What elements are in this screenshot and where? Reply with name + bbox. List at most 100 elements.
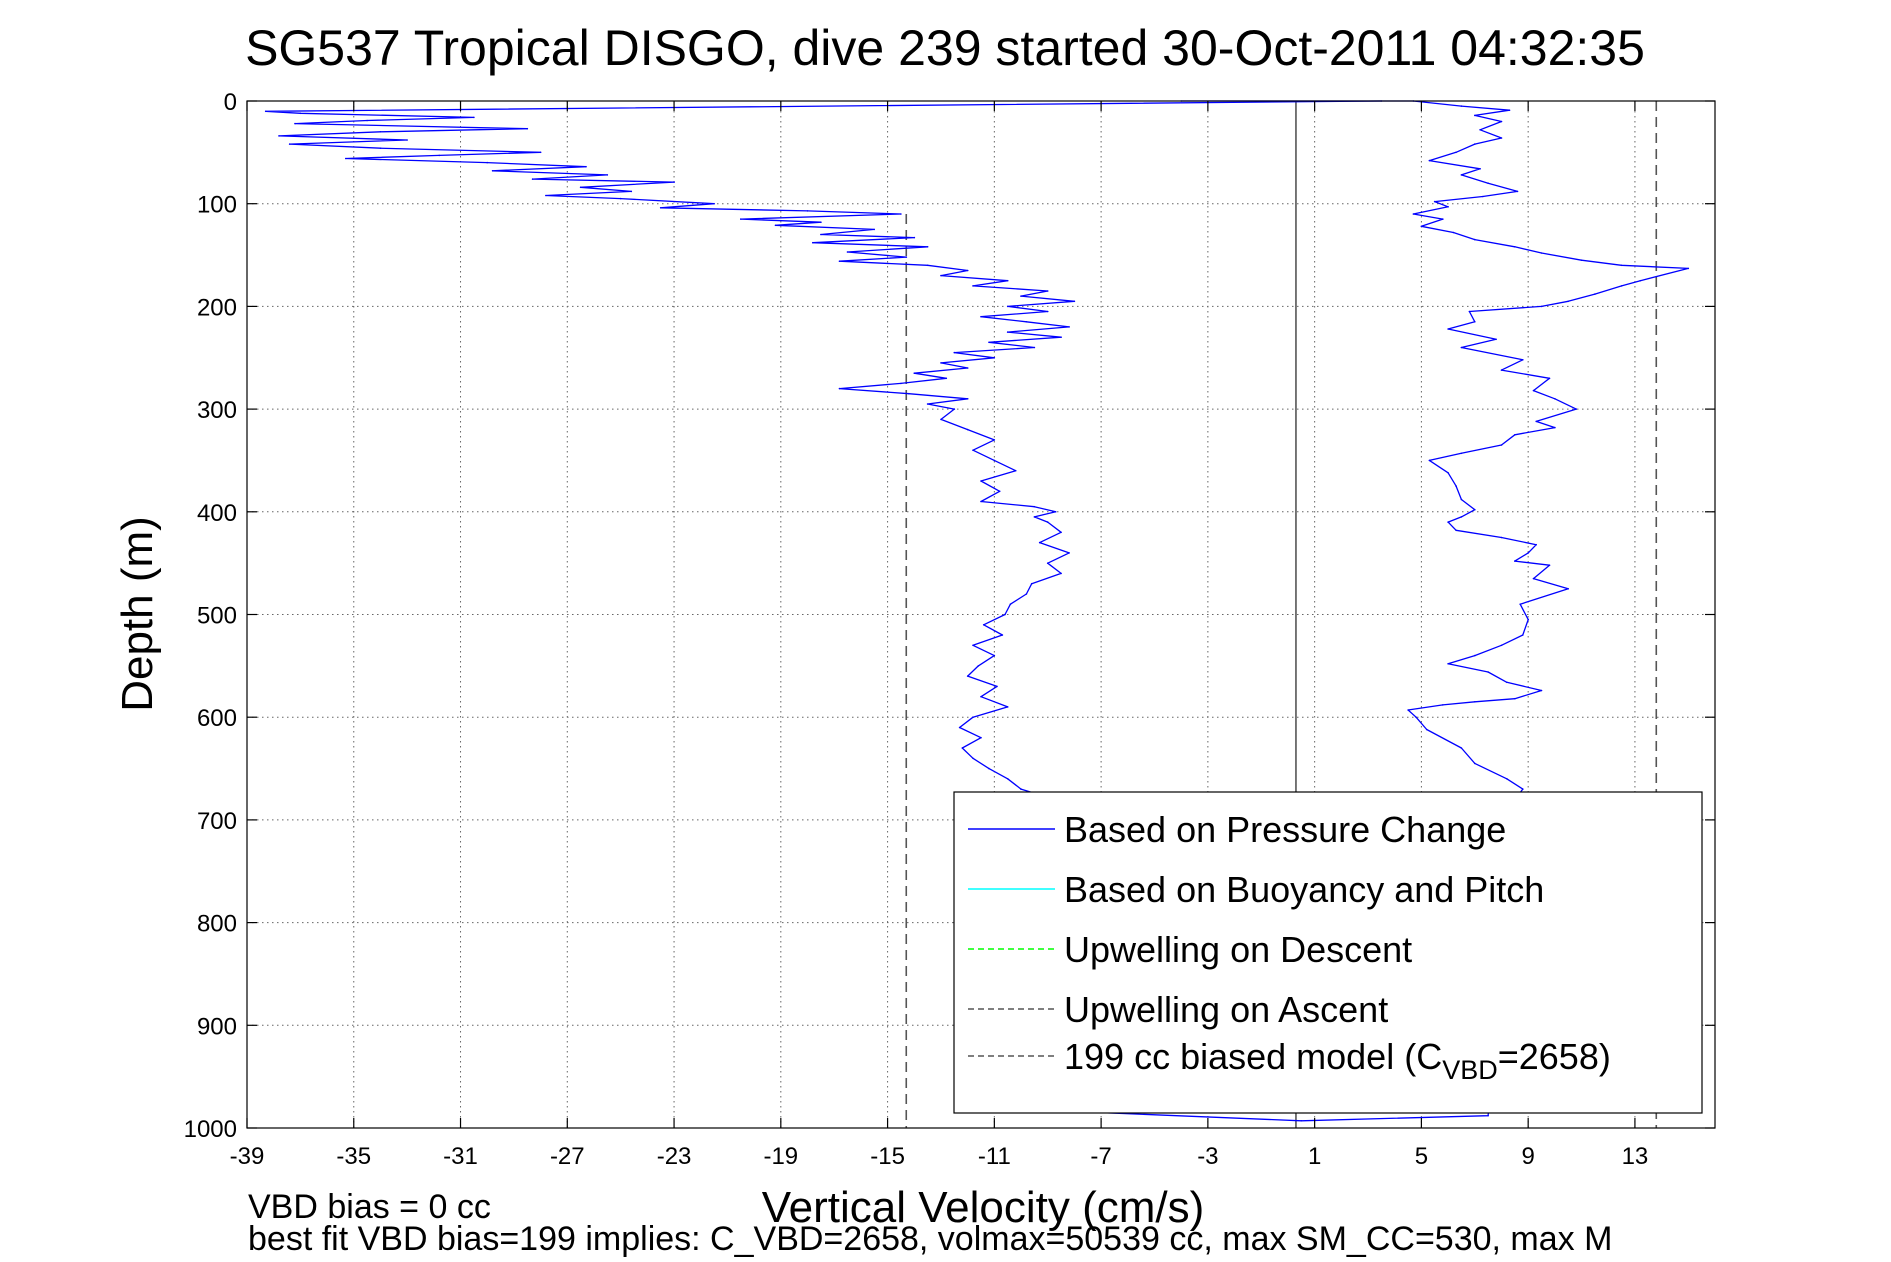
data-point [1460, 498, 1463, 501]
data-point [1001, 634, 1004, 636]
data-point [1500, 644, 1503, 647]
data-point [1455, 151, 1457, 154]
data-point [993, 439, 996, 441]
data-point [473, 116, 475, 119]
data-point [1033, 516, 1036, 518]
data-point [1500, 120, 1503, 123]
data-point [1420, 225, 1423, 228]
chart-title: SG537 Tropical DISGO, dive 239 started 3… [245, 20, 1645, 76]
data-point [740, 218, 742, 220]
x-tick-label: -27 [550, 1143, 585, 1170]
x-tick-label: 13 [1622, 1143, 1649, 1170]
data-point [1620, 285, 1623, 287]
data-point [1474, 508, 1476, 511]
data-point [1500, 369, 1503, 371]
data-point [988, 767, 990, 770]
x-tick-label: 9 [1521, 1143, 1534, 1170]
data-point [1033, 346, 1036, 349]
data-point [1054, 511, 1057, 513]
data-point [1073, 300, 1076, 303]
y-tick-label: 900 [197, 1013, 237, 1040]
y-tick-label: 200 [197, 294, 237, 321]
data-point [1447, 328, 1449, 330]
data-point [900, 382, 902, 385]
data-point [1447, 472, 1449, 474]
data-point [982, 624, 985, 626]
data-point [908, 392, 910, 395]
data-point [1407, 709, 1409, 711]
data-point [913, 372, 916, 375]
data-point [838, 260, 841, 263]
x-tick-label: -7 [1090, 1143, 1111, 1170]
data-point [1460, 174, 1463, 176]
data-point [972, 644, 974, 647]
data-point [1428, 459, 1431, 462]
data-point [659, 207, 662, 209]
data-point [1474, 701, 1476, 703]
data-point [993, 357, 996, 359]
data-point [1479, 168, 1481, 170]
data-point [1519, 603, 1521, 605]
data-point [1594, 293, 1596, 295]
data-point [1006, 305, 1009, 308]
data-point [1474, 238, 1476, 241]
data-point [1046, 310, 1049, 313]
data-point [1025, 593, 1028, 595]
data-point [980, 500, 982, 503]
data-point [1687, 267, 1690, 270]
data-point [1433, 200, 1436, 203]
data-point [1487, 182, 1489, 184]
data-point [980, 315, 982, 318]
data-point [1474, 321, 1476, 323]
data-point [1025, 321, 1028, 323]
data-point [1068, 552, 1070, 554]
data-point [1540, 305, 1543, 308]
data-point [1532, 577, 1535, 580]
data-point [1009, 603, 1012, 605]
data-point [1500, 444, 1503, 446]
data-point [1554, 398, 1556, 400]
data-point [972, 757, 974, 760]
data-point [1548, 564, 1551, 566]
data-point [820, 221, 822, 223]
data-point [1442, 218, 1444, 220]
footer-line-2: best fit VBD bias=199 implies: C_VBD=265… [248, 1220, 1612, 1258]
series-layer [264, 100, 1690, 1122]
data-point [913, 236, 916, 239]
data-point [926, 246, 929, 248]
y-tick-label: 100 [197, 192, 237, 219]
data-point [1060, 572, 1062, 575]
data-point [953, 351, 956, 354]
data-point [1412, 213, 1415, 215]
data-point [1487, 1114, 1489, 1117]
data-point [1455, 529, 1457, 532]
data-point [1540, 252, 1543, 254]
data-point [972, 716, 974, 718]
data-point [1474, 143, 1476, 145]
data-point [1004, 613, 1006, 616]
data-point [966, 269, 969, 272]
data-point [820, 233, 822, 236]
data-point [900, 213, 902, 215]
data-point [838, 387, 841, 390]
data-point [1460, 747, 1463, 749]
legend: Based on Pressure Change Based on Buoyanc… [953, 791, 1703, 1114]
data-point [926, 264, 929, 267]
legend-label: Based on Pressure Change [1064, 809, 1506, 850]
data-point [379, 147, 382, 149]
data-point [1447, 521, 1449, 523]
data-point [278, 135, 280, 137]
data-point [774, 224, 777, 227]
data-point [1460, 346, 1463, 349]
data-point [1300, 1120, 1303, 1122]
data-point [993, 459, 996, 462]
data-point [1575, 408, 1577, 410]
data-point [1495, 338, 1497, 341]
data-point [486, 161, 489, 164]
x-tick-label: -19 [763, 1143, 798, 1170]
data-point [1428, 159, 1431, 162]
data-point [606, 174, 609, 176]
data-point [1514, 560, 1516, 562]
data-point [539, 151, 542, 154]
data-point [1033, 505, 1036, 508]
